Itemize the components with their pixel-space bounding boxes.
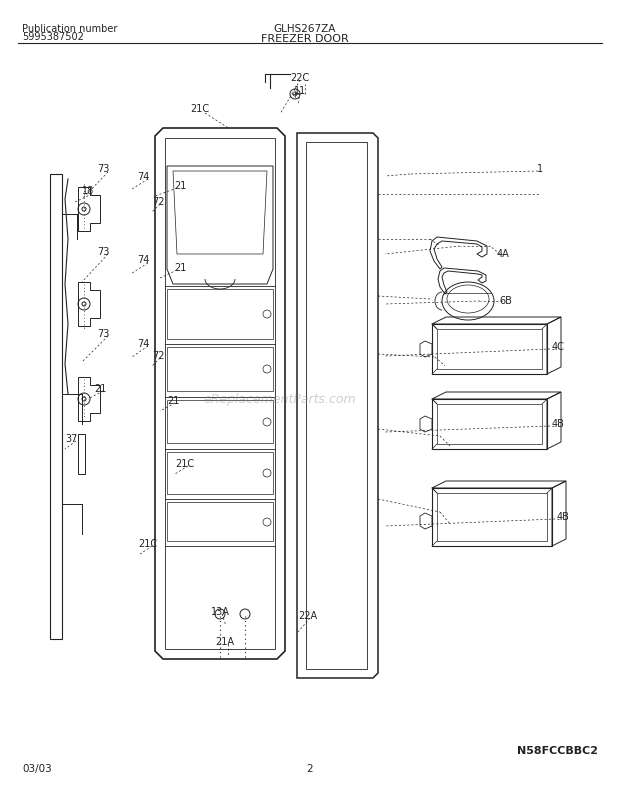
Text: 5995387502: 5995387502	[22, 32, 84, 42]
Text: GLHS267ZA: GLHS267ZA	[274, 24, 336, 34]
Text: 2: 2	[307, 764, 313, 774]
Text: 73: 73	[97, 247, 109, 257]
Text: FREEZER DOOR: FREEZER DOOR	[261, 34, 349, 44]
Text: 21: 21	[94, 384, 106, 394]
Text: 74: 74	[137, 172, 149, 182]
Text: 22A: 22A	[298, 611, 317, 621]
Text: 18: 18	[82, 186, 94, 196]
Text: 21C: 21C	[138, 539, 157, 549]
Text: 21: 21	[167, 396, 179, 406]
Text: 37: 37	[66, 434, 78, 444]
Text: 4A: 4A	[497, 249, 510, 259]
Text: 21A: 21A	[216, 637, 234, 647]
Text: eReplacementParts.com: eReplacementParts.com	[204, 392, 356, 406]
Text: 21: 21	[174, 181, 186, 191]
Text: 74: 74	[137, 339, 149, 349]
Text: 73: 73	[97, 329, 109, 339]
Text: 74: 74	[137, 255, 149, 265]
Text: N58FCCBBC2: N58FCCBBC2	[517, 746, 598, 756]
Text: 03/03: 03/03	[22, 764, 51, 774]
Text: 6B: 6B	[500, 296, 513, 306]
Text: 13A: 13A	[211, 607, 229, 617]
Text: 4B: 4B	[552, 419, 564, 429]
Text: 73: 73	[97, 164, 109, 174]
Text: 21C: 21C	[175, 459, 195, 469]
Text: 4C: 4C	[552, 342, 564, 352]
Text: 22C: 22C	[290, 73, 309, 83]
Text: Publication number: Publication number	[22, 24, 117, 34]
Text: 1: 1	[537, 164, 543, 174]
Text: 72: 72	[152, 351, 164, 361]
Text: 11: 11	[294, 86, 306, 96]
Text: 72: 72	[152, 197, 164, 207]
Text: 21: 21	[174, 263, 186, 273]
Text: 21C: 21C	[190, 104, 210, 114]
Text: 4B: 4B	[557, 512, 569, 522]
